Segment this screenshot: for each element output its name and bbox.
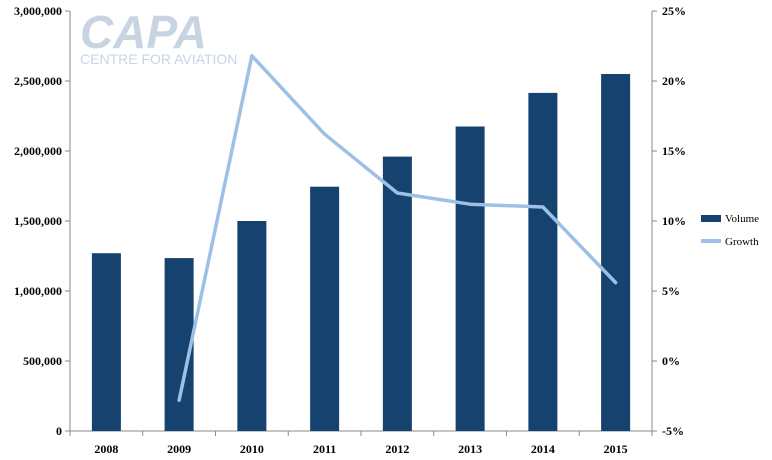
right-tick-label: 10% (662, 214, 686, 228)
left-tick-label: 2,000,000 (14, 144, 62, 158)
legend-volume-label: Volume (725, 213, 759, 225)
x-tick-label: 2015 (604, 442, 628, 456)
left-tick-label: 1,500,000 (14, 214, 62, 228)
x-tick-label: 2011 (313, 442, 336, 456)
legend-growth-label: Growth (725, 236, 759, 248)
left-tick-label: 500,000 (23, 354, 62, 368)
volume-bars (91, 74, 631, 432)
logo-main-text: CAPA (80, 6, 207, 58)
x-tick-label: 2008 (94, 442, 118, 456)
volume-bar (237, 221, 267, 431)
x-tick-label: 2010 (240, 442, 264, 456)
volume-bar (91, 253, 121, 431)
volume-bar (601, 74, 631, 431)
right-tick-label: 20% (662, 74, 686, 88)
right-tick-label: 5% (662, 284, 680, 298)
volume-bar (164, 258, 194, 431)
left-tick-label: 1,000,000 (14, 284, 62, 298)
growth-line (177, 54, 618, 402)
left-tick-label: 3,000,000 (14, 4, 62, 18)
x-tick-label: 2012 (385, 442, 409, 456)
volume-bar (382, 156, 412, 431)
growth-series-line (177, 54, 618, 402)
right-tick-label: 25% (662, 4, 686, 18)
right-tick-label: 15% (662, 144, 686, 158)
volume-bar (310, 186, 340, 431)
x-tick-label: 2009 (167, 442, 191, 456)
right-tick-label: 0% (662, 354, 680, 368)
x-tick-label: 2014 (531, 442, 555, 456)
x-tick-label: 2013 (458, 442, 482, 456)
left-tick-label: 0 (56, 424, 62, 438)
legend: Volume Growth (701, 213, 759, 248)
left-tick-label: 2,500,000 (14, 74, 62, 88)
legend-volume-swatch (701, 215, 721, 222)
logo-sub-text: CENTRE FOR AVIATION (80, 51, 237, 67)
capa-logo: CAPA CENTRE FOR AVIATION (80, 6, 237, 67)
volume-bar (528, 92, 558, 432)
volume-bar (455, 126, 485, 431)
right-tick-label: -5% (662, 424, 684, 438)
